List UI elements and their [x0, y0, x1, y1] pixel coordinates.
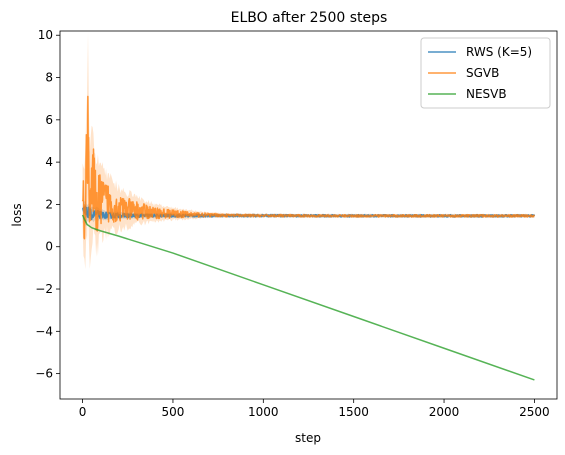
- plot-frame: [59, 30, 558, 400]
- y-tick-label: 0: [45, 240, 53, 254]
- x-tick-label: 1000: [248, 405, 279, 419]
- y-tick-label: −4: [35, 324, 53, 338]
- y-axis-ticks: −6 −4 −2 0 2 4 6 8 10: [35, 28, 60, 381]
- x-tick-label: 500: [162, 405, 185, 419]
- y-axis-label: loss: [10, 203, 24, 226]
- legend-label: SGVB: [466, 66, 499, 80]
- y-tick-label: 2: [45, 197, 53, 211]
- x-tick-label: 2000: [429, 405, 460, 419]
- legend-label: NESVB: [466, 87, 507, 101]
- y-tick-label: 6: [45, 113, 53, 127]
- y-tick-label: −2: [35, 282, 53, 296]
- y-tick-label: 4: [45, 155, 53, 169]
- x-tick-label: 2500: [519, 405, 550, 419]
- series-line-nesvb: [81, 214, 535, 381]
- chart-title: ELBO after 2500 steps: [231, 10, 388, 26]
- x-tick-label: 1500: [338, 405, 369, 419]
- series-lines: [81, 95, 536, 381]
- x-axis-ticks: 0 500 1000 1500 2000 2500: [79, 399, 550, 419]
- legend-box: [420, 37, 551, 109]
- y-tick-label: 8: [45, 71, 53, 85]
- series-line-sgvb: [81, 95, 535, 240]
- x-tick-label: 0: [79, 405, 87, 419]
- legend-label: RWS (K=5): [466, 45, 532, 59]
- legend: RWS (K=5) SGVB NESVB: [420, 37, 551, 109]
- y-tick-label: 10: [38, 28, 53, 42]
- x-axis-label: step: [295, 431, 321, 445]
- y-tick-label: −6: [35, 367, 53, 381]
